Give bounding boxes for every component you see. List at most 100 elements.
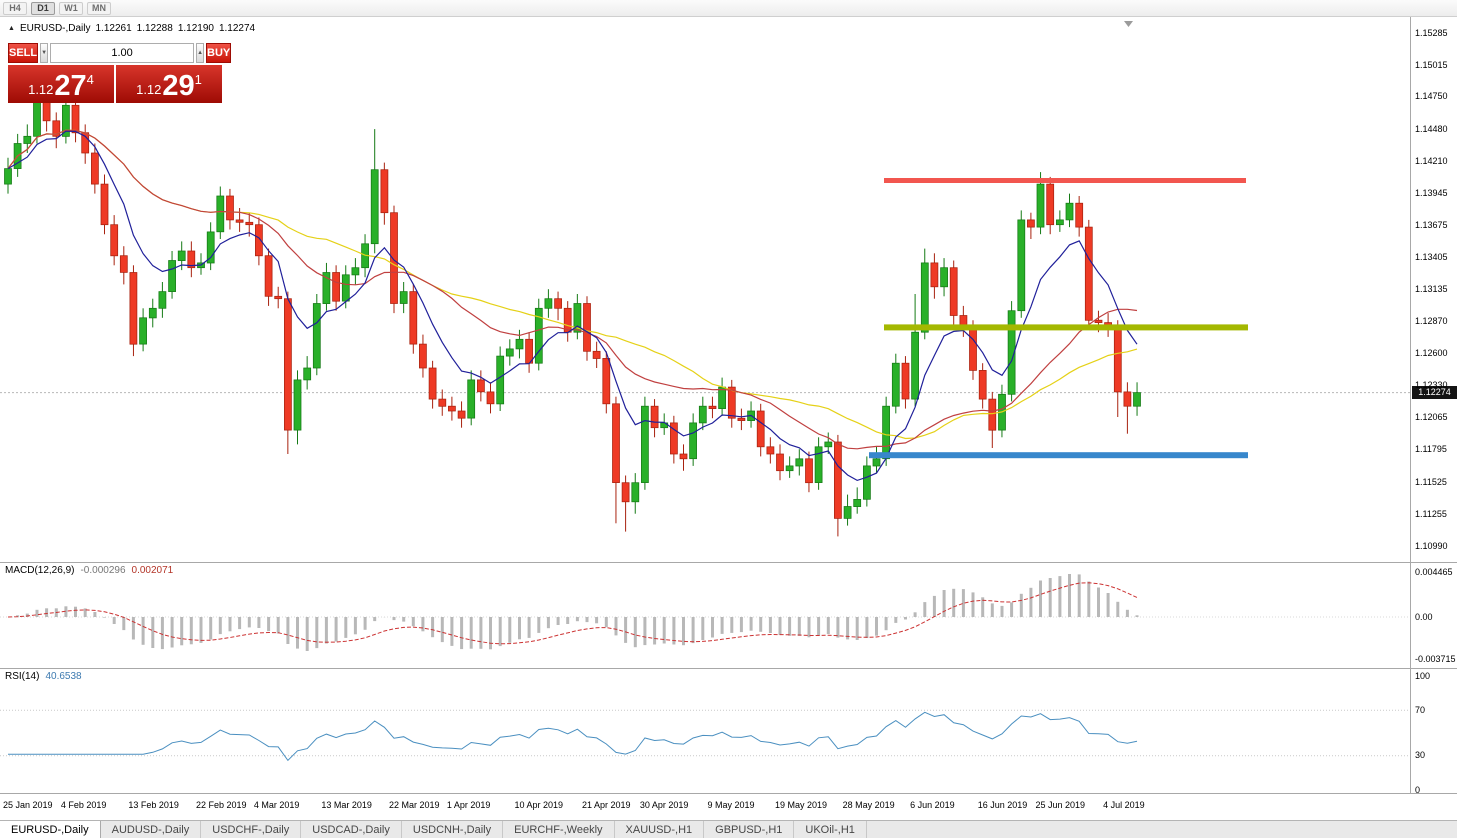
- hline-resistance-red[interactable]: [884, 178, 1246, 183]
- volume-input[interactable]: [50, 43, 195, 63]
- date-label: 25 Jun 2019: [1035, 800, 1086, 810]
- chart-shift-marker-icon[interactable]: [1124, 21, 1133, 27]
- rsi-line: [8, 711, 1138, 762]
- price-tick: 1.15015: [1415, 59, 1448, 70]
- pane-separator-rsi[interactable]: [0, 668, 1457, 669]
- timeframe-toolbar: H4 D1 W1 MN: [0, 0, 1457, 17]
- symbol-timeframe-label: EURUSD-,Daily: [19, 23, 91, 34]
- time-axis[interactable]: 25 Jan 2019 4 Feb 2019 13 Feb 2019 22 Feb 2…: [0, 795, 1410, 820]
- price-tick: 1.11525: [1415, 476, 1447, 487]
- candles-layer: [4, 89, 1141, 537]
- trade-controls-row: SELL ▼ ▲ BUY: [8, 43, 232, 63]
- price-tick: 1.14480: [1415, 123, 1448, 134]
- sell-price-big-digits: 27: [54, 70, 87, 103]
- macd-pane: [0, 574, 1410, 651]
- chart-title-row: ▲ EURUSD-,Daily 1.12261 1.12288 1.12190 …: [8, 23, 255, 34]
- date-label: 13 Mar 2019: [321, 800, 372, 810]
- sell-price-pip-digit: 4: [86, 72, 94, 87]
- macd-signal-line: [7, 582, 1138, 645]
- tab-usdcad-daily[interactable]: USDCAD-,Daily: [301, 821, 402, 838]
- sell-price-button[interactable]: 1.12 27 4: [8, 65, 114, 103]
- macd-scale-value: -0.003715: [1415, 653, 1456, 664]
- date-label: 25 Jan 2019: [3, 800, 53, 810]
- tab-audusd-daily[interactable]: AUDUSD-,Daily: [101, 821, 202, 838]
- buy-price-button[interactable]: 1.12 29 1: [116, 65, 222, 103]
- tab-gbpusd-h1[interactable]: GBPUSD-,H1: [704, 821, 795, 838]
- one-click-collapse-icon[interactable]: ▲: [8, 25, 15, 32]
- buy-price-pip-digit: 1: [194, 72, 202, 87]
- rsi-scale-value: 100: [1415, 670, 1431, 681]
- rsi-pane: [0, 709, 1410, 762]
- rsi-name: RSI(14): [5, 671, 40, 682]
- date-label: 16 Jun 2019: [977, 800, 1028, 810]
- price-tick: 1.12870: [1415, 315, 1448, 326]
- macd-signal-value: 0.002071: [131, 565, 174, 576]
- pane-separator-bottom: [0, 793, 1457, 794]
- one-click-trading-widget: SELL ▼ ▲ BUY 1.12 27 4 1.12 29 1: [8, 43, 232, 103]
- sell-price-prefix: 1.12: [28, 82, 54, 97]
- date-label: 22 Mar 2019: [389, 800, 440, 810]
- price-scale-separator: [1410, 17, 1411, 793]
- timeframe-button-w1[interactable]: W1: [59, 1, 83, 15]
- tab-usdcnh-daily[interactable]: USDCNH-,Daily: [402, 821, 504, 838]
- macd-scale-value: 0.004465: [1415, 566, 1453, 577]
- tab-usdchf-daily[interactable]: USDCHF-,Daily: [201, 821, 302, 838]
- hline-pivot-olive[interactable]: [884, 324, 1248, 331]
- date-label: 28 May 2019: [842, 800, 895, 810]
- price-tick: 1.14210: [1415, 155, 1448, 166]
- rsi-scale-value: 0: [1415, 784, 1421, 795]
- price-tick: 1.12330: [1415, 380, 1448, 391]
- price-chart-canvas[interactable]: [0, 0, 1410, 795]
- rsi-scale-value: 70: [1415, 704, 1426, 715]
- date-label: 13 Feb 2019: [128, 800, 179, 810]
- price-tick: 1.10990: [1415, 540, 1448, 551]
- price-tick: 1.11255: [1415, 508, 1447, 519]
- volume-decrease-button[interactable]: ▼: [40, 43, 49, 63]
- tab-eurusd-daily[interactable]: EURUSD-,Daily: [0, 821, 101, 838]
- tab-eurchf-weekly[interactable]: EURCHF-,Weekly: [503, 821, 615, 838]
- ohlc-close: 1.12274: [218, 23, 256, 34]
- macd-indicator-label: MACD(12,26,9) -0.000296 0.002071: [5, 565, 173, 576]
- current-price-badge: 1.12274: [1412, 386, 1457, 400]
- hline-support-blue[interactable]: [869, 452, 1248, 459]
- timeframe-button-d1[interactable]: D1: [31, 1, 55, 15]
- tab-ukoil-h1[interactable]: UKOil-,H1: [794, 821, 867, 838]
- price-tick: 1.13405: [1415, 252, 1448, 262]
- price-tick: 1.13135: [1415, 284, 1448, 295]
- rsi-scale-value: 30: [1415, 750, 1426, 761]
- date-label: 4 Jul 2019: [1103, 800, 1145, 810]
- price-tick: 1.13945: [1415, 187, 1448, 198]
- date-label: 6 Jun 2019: [910, 800, 955, 810]
- date-label: 22 Feb 2019: [196, 800, 247, 810]
- timeframe-button-mn[interactable]: MN: [87, 1, 111, 15]
- buy-price-prefix: 1.12: [136, 82, 162, 97]
- sell-button[interactable]: SELL: [8, 43, 39, 63]
- date-label: 1 Apr 2019: [446, 800, 491, 810]
- price-tick: 1.12065: [1415, 412, 1448, 423]
- date-label: 30 Apr 2019: [639, 800, 689, 810]
- volume-increase-button[interactable]: ▲: [196, 43, 205, 63]
- timeframe-button-h4[interactable]: H4: [3, 1, 27, 15]
- date-label: 4 Mar 2019: [253, 800, 300, 810]
- trade-prices-row: 1.12 27 4 1.12 29 1: [8, 65, 222, 103]
- date-label: 21 Apr 2019: [582, 800, 631, 810]
- buy-price-big-digits: 29: [162, 70, 195, 103]
- price-tick: 1.14750: [1415, 91, 1448, 102]
- price-tick: 1.15285: [1415, 27, 1448, 38]
- date-label: 19 May 2019: [775, 800, 828, 810]
- buy-button[interactable]: BUY: [206, 43, 232, 63]
- rsi-value: 40.6538: [45, 671, 82, 682]
- rsi-indicator-label: RSI(14) 40.6538: [5, 671, 82, 682]
- price-scale[interactable]: 1.12274 1.15285 1.15015 1.14750 1.14480 1.14…: [1411, 0, 1457, 838]
- moving-average-25: [7, 129, 1138, 450]
- tab-xauusd-h1[interactable]: XAUUSD-,H1: [615, 821, 705, 838]
- pane-separator-macd[interactable]: [0, 562, 1457, 563]
- moving-average-8: [7, 130, 1138, 482]
- price-tick: 1.11795: [1415, 444, 1447, 455]
- macd-scale-value: 0.00: [1415, 611, 1433, 622]
- date-label: 10 Apr 2019: [514, 800, 564, 810]
- macd-main-value: -0.000296: [80, 565, 126, 576]
- price-tick: 1.12600: [1415, 348, 1448, 359]
- chart-tabs-bar: EURUSD-,Daily AUDUSD-,Daily USDCHF-,Daily U…: [0, 820, 1457, 838]
